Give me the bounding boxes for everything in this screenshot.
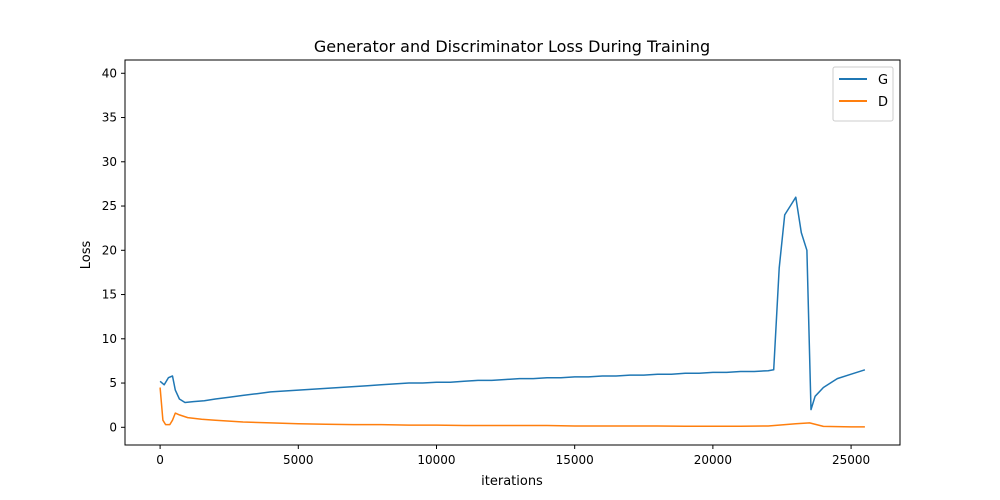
series-line-g [159, 196, 866, 411]
y-tick-label: 30 [102, 155, 117, 169]
series-line-d [159, 387, 865, 428]
y-axis-label: Loss [79, 241, 94, 270]
y-tick-label: 35 [102, 111, 117, 125]
axes-frame [124, 59, 901, 446]
x-axis-label: iterations [481, 474, 543, 489]
x-tick-label: 25000 [832, 453, 870, 467]
y-tick-label: 5 [109, 376, 117, 390]
y-tick-label: 25 [102, 199, 117, 213]
legend-box [832, 66, 894, 122]
y-tick-label: 15 [102, 288, 117, 302]
y-tick-label: 0 [109, 420, 117, 434]
y-tick-label: 20 [102, 243, 117, 257]
axes: 0 5000 10000 15000 20000 25000 0 5 10 15 20 25 30 35 4… [102, 59, 901, 467]
plot-area [159, 196, 866, 428]
x-tick-label: 20000 [694, 453, 732, 467]
y-tick-label: 10 [102, 332, 117, 346]
legend-label-d: D [878, 95, 888, 110]
y-tick-label: 40 [102, 66, 117, 80]
x-tick-label: 0 [156, 453, 164, 467]
legend: GD [832, 66, 894, 122]
chart-title: Generator and Discriminator Loss During … [314, 37, 710, 56]
x-tick-label: 10000 [417, 453, 455, 467]
legend-label-g: G [878, 73, 888, 88]
x-tick-label: 15000 [556, 453, 594, 467]
x-tick-label: 5000 [283, 453, 314, 467]
